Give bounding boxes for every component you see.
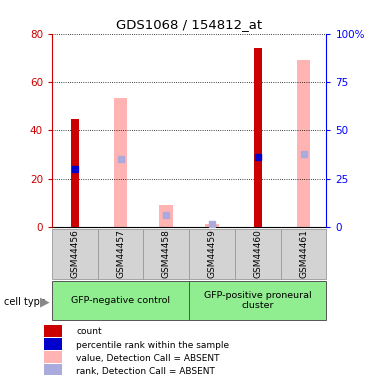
Text: GFP-positive proneural
cluster: GFP-positive proneural cluster xyxy=(204,291,312,310)
Bar xyxy=(52,281,189,320)
Text: percentile rank within the sample: percentile rank within the sample xyxy=(76,340,229,350)
Bar xyxy=(160,205,173,227)
Bar xyxy=(71,120,79,227)
Bar xyxy=(44,338,62,350)
Text: count: count xyxy=(76,327,102,336)
Title: GDS1068 / 154812_at: GDS1068 / 154812_at xyxy=(116,18,262,31)
Bar xyxy=(189,281,326,320)
Bar xyxy=(44,325,62,337)
Text: GSM44456: GSM44456 xyxy=(70,230,79,279)
Text: GSM44457: GSM44457 xyxy=(116,230,125,279)
Bar xyxy=(44,364,62,375)
Bar xyxy=(235,229,281,279)
Bar xyxy=(189,229,235,279)
Text: GSM44458: GSM44458 xyxy=(162,230,171,279)
Text: rank, Detection Call = ABSENT: rank, Detection Call = ABSENT xyxy=(76,367,215,375)
Bar xyxy=(52,229,98,279)
Text: value, Detection Call = ABSENT: value, Detection Call = ABSENT xyxy=(76,354,220,363)
Text: GSM44459: GSM44459 xyxy=(208,230,217,279)
Text: cell type: cell type xyxy=(4,297,46,307)
Bar xyxy=(281,229,326,279)
Text: GSM44460: GSM44460 xyxy=(253,230,262,279)
Text: ▶: ▶ xyxy=(40,296,50,308)
Text: GFP-negative control: GFP-negative control xyxy=(71,296,170,305)
Bar xyxy=(144,229,189,279)
Bar xyxy=(205,225,219,227)
Bar xyxy=(254,48,262,227)
Text: GSM44461: GSM44461 xyxy=(299,230,308,279)
Bar xyxy=(44,351,62,363)
Bar xyxy=(114,98,128,227)
Bar xyxy=(98,229,144,279)
Bar xyxy=(297,60,311,227)
